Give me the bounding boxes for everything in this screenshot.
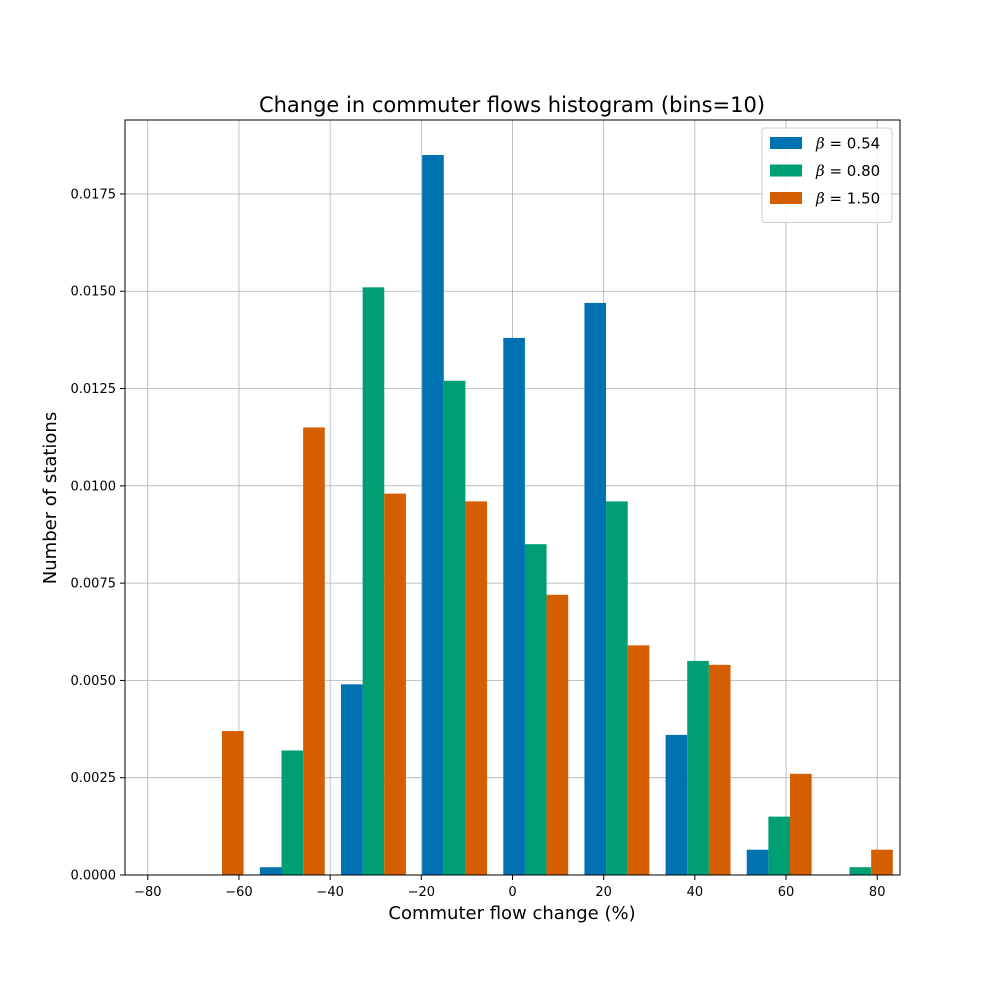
histogram-bar — [524, 544, 547, 875]
legend-beta-symbol: β — [815, 190, 825, 208]
y-tick-label: 0.0000 — [71, 869, 117, 884]
histogram-bar — [362, 287, 385, 876]
legend-swatch — [770, 164, 802, 177]
x-tick-label: −20 — [408, 885, 435, 900]
histogram-bar — [465, 501, 488, 875]
y-tick-label: 0.0175 — [71, 187, 117, 202]
histogram-bar — [627, 645, 650, 875]
y-axis-label: Number of stations — [40, 412, 61, 584]
x-tick-label: 20 — [595, 885, 612, 900]
histogram-bar — [606, 501, 628, 875]
histogram-bar — [871, 849, 893, 875]
x-axis-label: Commuter flow change (%) — [388, 903, 635, 924]
y-tick-label: 0.0150 — [71, 285, 117, 300]
bars-layer — [221, 155, 893, 876]
histogram-bar — [746, 849, 769, 875]
histogram-bar — [584, 302, 607, 876]
legend-label: β = 0.54 — [815, 135, 880, 153]
histogram-bar — [422, 155, 444, 876]
histogram-bar — [384, 493, 406, 875]
chart-title: Change in commuter flows histogram (bins… — [259, 93, 765, 117]
histogram-bar — [546, 594, 569, 875]
x-tick-label: −60 — [225, 885, 252, 900]
legend-beta-symbol: β — [815, 162, 825, 180]
histogram-bar — [849, 867, 872, 875]
histogram-bar — [768, 816, 791, 875]
ticks-layer: −80 −60 −40 −20 0 20 40 60 80 0.0000 0.0025 0.0050 0… — [71, 187, 886, 900]
y-tick-label: 0.0050 — [71, 674, 117, 689]
legend-beta-symbol: β — [815, 135, 825, 153]
legend: β = 0.54β = 0.80β = 1.50 — [761, 127, 893, 223]
histogram-bar — [443, 380, 466, 875]
histogram-bar — [259, 867, 282, 875]
legend-swatch — [770, 137, 802, 149]
y-tick-label: 0.0025 — [71, 771, 117, 786]
histogram-bar — [687, 660, 709, 875]
histogram-bar — [221, 731, 244, 875]
histogram-bar — [340, 684, 363, 875]
y-tick-label: 0.0100 — [71, 479, 117, 494]
legend-swatch — [770, 192, 802, 204]
histogram-bar — [503, 337, 525, 876]
y-tick-label: 0.0075 — [71, 577, 117, 592]
x-tick-label: −40 — [316, 885, 343, 900]
x-tick-label: 80 — [869, 885, 886, 900]
x-tick-label: −80 — [134, 885, 161, 900]
histogram-bar — [665, 734, 688, 875]
legend-label: β = 1.50 — [815, 190, 880, 208]
y-tick-label: 0.0125 — [71, 382, 117, 397]
histogram-bar — [790, 773, 812, 875]
legend-label: β = 0.80 — [815, 162, 880, 180]
histogram-bar — [303, 427, 325, 875]
x-tick-label: 60 — [778, 885, 795, 900]
legend-beta-value: = 0.80 — [825, 162, 881, 180]
histogram-bar — [708, 664, 731, 875]
histogram-bar — [281, 750, 304, 875]
x-tick-label: 40 — [687, 885, 704, 900]
legend-beta-value: = 0.54 — [825, 135, 881, 153]
legend-beta-value: = 1.50 — [825, 190, 881, 208]
x-tick-label: 0 — [508, 885, 516, 900]
